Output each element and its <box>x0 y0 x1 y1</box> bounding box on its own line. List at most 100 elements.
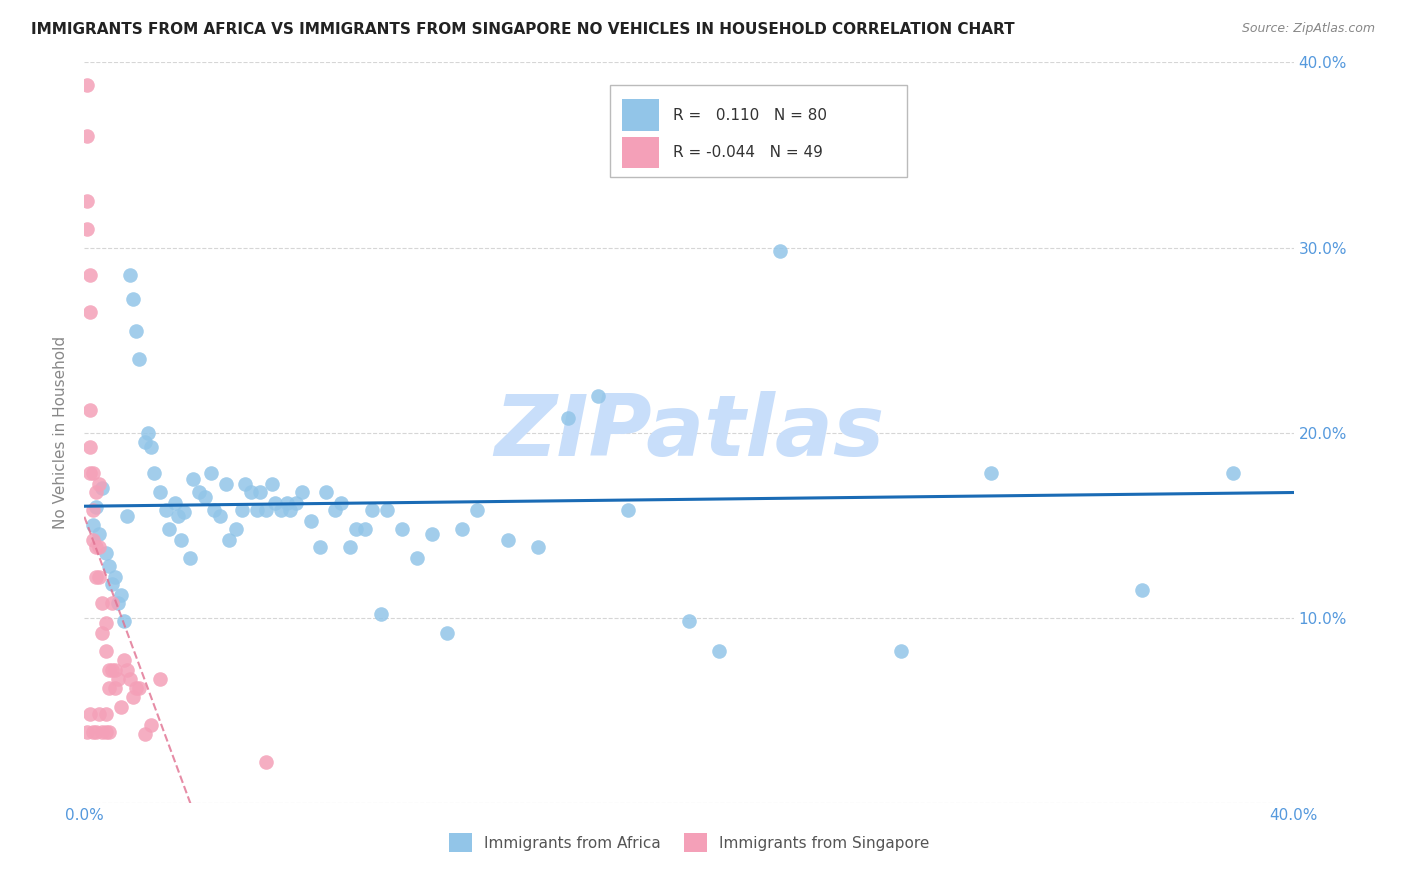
Point <box>104 663 127 677</box>
Point <box>82 725 104 739</box>
Point <box>115 663 138 677</box>
Point <box>354 522 377 536</box>
Point <box>1130 582 1153 597</box>
Point <box>82 503 104 517</box>
Text: Source: ZipAtlas.com: Source: ZipAtlas.com <box>1241 22 1375 36</box>
Point <box>128 681 150 695</box>
Point <box>79 403 101 417</box>
Point <box>496 533 519 547</box>
Text: R =   0.110   N = 80: R = 0.110 N = 80 <box>673 108 827 122</box>
Point <box>76 725 98 739</box>
Point <box>97 725 120 739</box>
Point <box>157 522 180 536</box>
Point <box>167 508 190 523</box>
Point <box>617 503 640 517</box>
Point <box>165 496 187 510</box>
Point <box>76 129 98 144</box>
Point <box>420 527 443 541</box>
Point <box>200 467 222 481</box>
Point <box>136 425 159 440</box>
Point <box>406 551 429 566</box>
Point <box>370 607 392 621</box>
Point <box>263 496 285 510</box>
Point <box>139 441 162 455</box>
Point <box>100 663 122 677</box>
Point <box>149 484 172 499</box>
Point <box>155 503 177 517</box>
Point <box>278 503 301 517</box>
Point <box>97 681 120 695</box>
Point <box>188 484 211 499</box>
Point <box>890 644 912 658</box>
Text: ZIPatlas: ZIPatlas <box>494 391 884 475</box>
Point <box>299 515 322 529</box>
Point <box>115 508 138 523</box>
Point <box>179 551 201 566</box>
Legend: Immigrants from Africa, Immigrants from Singapore: Immigrants from Africa, Immigrants from … <box>443 827 935 858</box>
Point <box>218 533 240 547</box>
Point <box>375 503 398 517</box>
Point <box>89 477 111 491</box>
Point <box>270 503 292 517</box>
FancyBboxPatch shape <box>623 99 659 130</box>
Point <box>94 546 117 560</box>
Point <box>1222 467 1244 481</box>
Point <box>82 467 104 481</box>
Point <box>134 727 156 741</box>
Point <box>346 522 368 536</box>
Text: IMMIGRANTS FROM AFRICA VS IMMIGRANTS FROM SINGAPORE NO VEHICLES IN HOUSEHOLD COR: IMMIGRANTS FROM AFRICA VS IMMIGRANTS FRO… <box>31 22 1015 37</box>
Point <box>86 541 108 555</box>
Point <box>391 522 413 536</box>
Point <box>79 706 101 721</box>
Point <box>233 477 256 491</box>
Point <box>89 527 111 541</box>
Point <box>125 324 148 338</box>
Point <box>118 268 141 283</box>
Point <box>467 503 489 517</box>
Point <box>94 644 117 658</box>
Point <box>79 441 101 455</box>
Point <box>100 596 122 610</box>
FancyBboxPatch shape <box>610 85 907 178</box>
Point <box>339 541 361 555</box>
Point <box>76 78 98 92</box>
Point <box>94 616 117 631</box>
Point <box>315 484 337 499</box>
Point <box>769 244 792 259</box>
Point <box>79 305 101 319</box>
Point <box>121 293 143 307</box>
Point <box>249 484 271 499</box>
Point <box>107 672 129 686</box>
Point <box>97 663 120 677</box>
Point <box>89 706 111 721</box>
Point <box>86 500 108 514</box>
Point <box>170 533 193 547</box>
Point <box>79 268 101 283</box>
Point <box>557 410 579 425</box>
Point <box>134 434 156 449</box>
Point <box>104 681 127 695</box>
Point <box>309 541 332 555</box>
Point <box>360 503 382 517</box>
Point <box>86 484 108 499</box>
Point <box>139 718 162 732</box>
Point <box>225 522 247 536</box>
Point <box>125 681 148 695</box>
Point <box>436 625 458 640</box>
Point <box>91 725 114 739</box>
Point <box>104 570 127 584</box>
Point <box>107 596 129 610</box>
Point <box>209 508 232 523</box>
Point <box>121 690 143 705</box>
Point <box>86 725 108 739</box>
Point <box>709 644 731 658</box>
Point <box>91 596 114 610</box>
Point <box>323 503 346 517</box>
Y-axis label: No Vehicles in Household: No Vehicles in Household <box>53 336 69 529</box>
Point <box>678 615 700 629</box>
Point <box>181 472 204 486</box>
Point <box>239 484 262 499</box>
Point <box>588 388 610 402</box>
Point <box>527 541 550 555</box>
Point <box>86 570 108 584</box>
